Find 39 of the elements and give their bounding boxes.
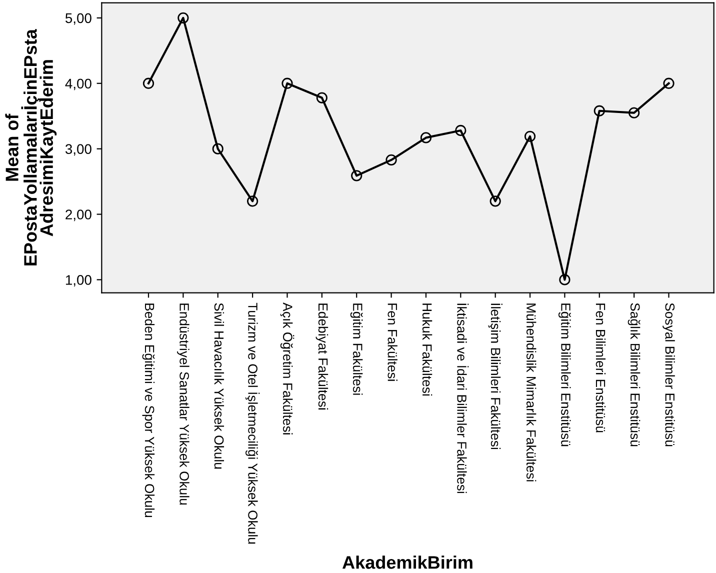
x-tick-label: Hukuk Fakültesi — [422, 304, 432, 396]
x-tick-label: Fen Bilimleri Enstitüsü — [596, 304, 606, 432]
point — [316, 92, 328, 104]
x-tick-label: Sosyal Bilimler Enstitüsü — [662, 303, 675, 446]
point — [594, 105, 605, 116]
point — [455, 124, 466, 136]
point — [663, 78, 674, 89]
x-tick-label: Endüstriyel Sanatlar Yüksek Okulu — [177, 304, 190, 505]
x-tick-label: Eğitim Bilimleri Enstitüsü — [558, 304, 571, 446]
point — [559, 274, 570, 286]
x-tick-label: Açık Öğretim Fakültesi — [280, 302, 294, 434]
y-tick-label: 5,00 — [65, 13, 92, 25]
point — [524, 130, 536, 142]
y-tick-label: 4,00 — [65, 78, 92, 90]
point — [490, 196, 501, 207]
point — [246, 196, 258, 207]
point — [178, 12, 189, 24]
point — [351, 170, 362, 182]
y-axis-title: Mean of EPostaYollamalarıİçinEPsta AdresimiKaytEderim — [5, 28, 57, 266]
x-tick-label: Turizm ve Otel İşletmeciliği Yüksek Okulu — [245, 302, 260, 544]
x-tick-label: Fen Fakültesi — [388, 304, 398, 381]
point — [386, 154, 397, 166]
point — [142, 78, 154, 89]
x-tick-label: Eğitim Fakültesi — [350, 304, 363, 395]
x-tick-label: Sağlık Bilimleri Enstitüsü — [628, 303, 640, 446]
x-tick-label: İletişim Bilimleri Fakültesi — [488, 304, 502, 449]
point — [212, 143, 224, 154]
x-tick-label: İktisadi ve İdari Bilimler Fakültesi — [457, 304, 469, 494]
y-tick-label: 3,00 — [65, 144, 92, 156]
x-tick-label: Beden Eğitimi ve Spor Yüksek Okulu — [142, 304, 155, 518]
x-tick-label: Sivil Havacılık Yüksek Okulu — [214, 303, 224, 469]
y-tick-label: 2,00 — [66, 210, 92, 222]
x-axis-title: AkademikBirim — [342, 556, 472, 569]
point — [282, 78, 293, 89]
x-tick-label: Mühendislik Mimarlık Fakültesi — [526, 304, 536, 482]
point — [420, 132, 432, 144]
x-tick-label: Edebiyat Fakültesi — [316, 304, 328, 410]
point — [628, 107, 640, 118]
y-tick-label: 1,00 — [66, 275, 92, 287]
